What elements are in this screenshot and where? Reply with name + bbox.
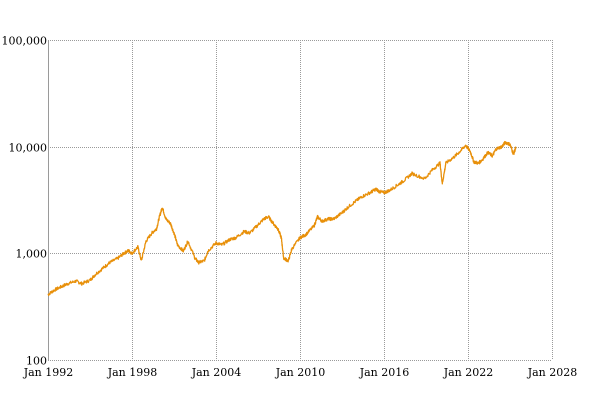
series-line <box>47 140 517 297</box>
y-tick-label: 100 <box>26 355 47 368</box>
grid <box>48 40 553 361</box>
x-tick-label: Jan 1998 <box>107 366 158 379</box>
y-tick-label: 1,000 <box>16 248 48 261</box>
y-tick-label: 100,000 <box>2 35 48 48</box>
axes: 100 1,000 10,000 100,000 Jan 1992 Jan 1998 Jan… <box>2 35 578 380</box>
y-tick-label: 10,000 <box>9 142 48 155</box>
x-tick-label: Jan 1992 <box>23 366 74 379</box>
x-tick-label: Jan 2004 <box>191 366 242 379</box>
x-tick-label: Jan 2016 <box>359 366 410 379</box>
series-layer <box>47 140 517 297</box>
x-tick-label: Jan 2022 <box>443 366 494 379</box>
x-tick-label: Jan 2010 <box>275 366 326 379</box>
x-tick-label: Jan 2028 <box>527 366 578 379</box>
